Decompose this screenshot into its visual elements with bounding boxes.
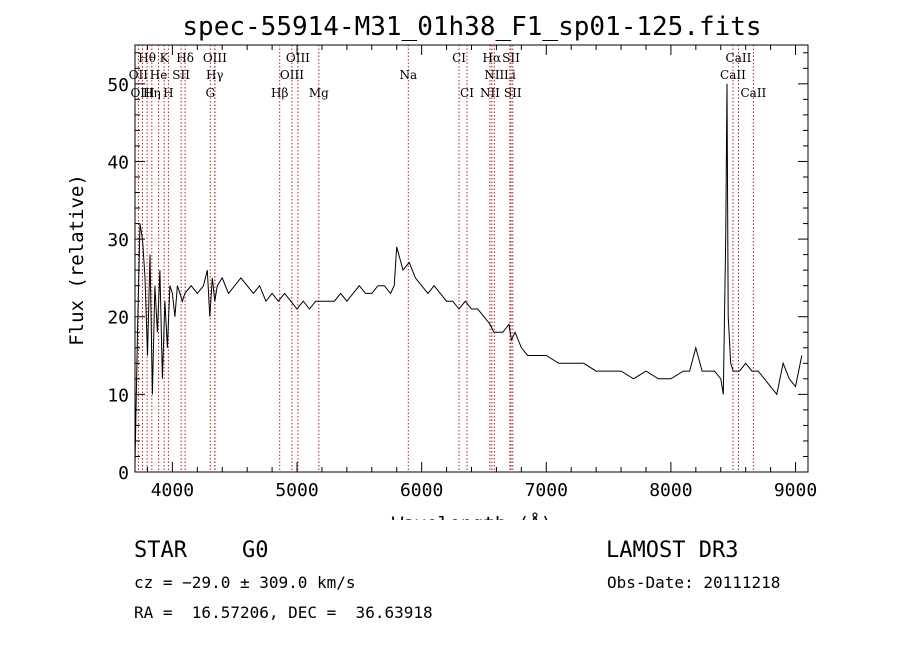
spectrum-chart: spec-55914-M31_01h38_F1_sp01-125.fits 40…: [66, 12, 817, 520]
x-axis-label: Wavelength (Å): [392, 512, 552, 520]
line-id-label: Mg: [309, 86, 329, 100]
line-id-label: CaII: [726, 51, 752, 65]
line-id-label: Hα: [483, 51, 502, 65]
x-tick-label: 9000: [774, 480, 817, 501]
y-tick-label: 40: [107, 152, 129, 173]
line-id-label: Hθ: [138, 51, 156, 65]
line-id-label: Na: [399, 68, 417, 82]
line-id-label: Li: [504, 68, 516, 82]
line-id-label: H: [163, 86, 173, 100]
line-id-label: He: [150, 68, 168, 82]
x-tick-label: 6000: [400, 480, 443, 501]
x-tick-label: 4000: [151, 480, 194, 501]
y-tick-label: 20: [107, 308, 129, 329]
line-id-label: OIII: [130, 86, 154, 100]
line-id-label: Hβ: [271, 86, 288, 100]
x-tick-label: 5000: [275, 480, 318, 501]
subclass: G0: [242, 538, 269, 563]
object-class: STAR: [134, 538, 187, 563]
y-tick-label: 30: [107, 230, 129, 251]
line-id-label: SII: [502, 51, 520, 65]
redshift-velocity: cz = −29.0 ± 309.0 km/s: [134, 573, 356, 592]
line-id-label: OII: [129, 68, 149, 82]
line-id-label: CI: [460, 86, 474, 100]
line-id-label: OIII: [286, 51, 310, 65]
line-id-label: CaII: [740, 86, 766, 100]
line-id-label: CaII: [720, 68, 746, 82]
line-id-label: CI: [452, 51, 466, 65]
line-id-label: Hγ: [206, 68, 224, 82]
line-id-label: OIII: [280, 68, 304, 82]
line-id-label: SII: [504, 86, 522, 100]
line-id-label: NII: [480, 86, 500, 100]
plot-area: 4000 5000 6000 7000 8000 9000 0 10 20 30 40 50 Hθ K Hδ…: [107, 44, 817, 501]
line-id-label: SII: [172, 68, 190, 82]
line-id-label: Hη: [143, 86, 161, 100]
observation-date: Obs-Date: 20111218: [607, 573, 781, 592]
y-tick-label: 0: [118, 463, 129, 484]
y-tick-label: 50: [107, 75, 129, 96]
survey-name: LAMOST DR3: [606, 538, 739, 563]
line-id-label: NII: [484, 68, 504, 82]
flux-series-line: [134, 83, 803, 465]
x-tick-label: 8000: [649, 480, 692, 501]
line-id-label: K: [160, 51, 170, 65]
line-id-label: G: [205, 86, 215, 100]
x-tick-label: 7000: [525, 480, 568, 501]
line-id-label: Hδ: [176, 51, 194, 65]
line-id-label: OIII: [203, 51, 227, 65]
chart-title: spec-55914-M31_01h38_F1_sp01-125.fits: [182, 12, 761, 42]
y-axis-label: Flux (relative): [66, 174, 88, 346]
y-tick-label: 10: [107, 385, 129, 406]
plot-frame: [134, 44, 809, 473]
coordinates: RA = 16.57206, DEC = 36.63918: [134, 603, 433, 622]
